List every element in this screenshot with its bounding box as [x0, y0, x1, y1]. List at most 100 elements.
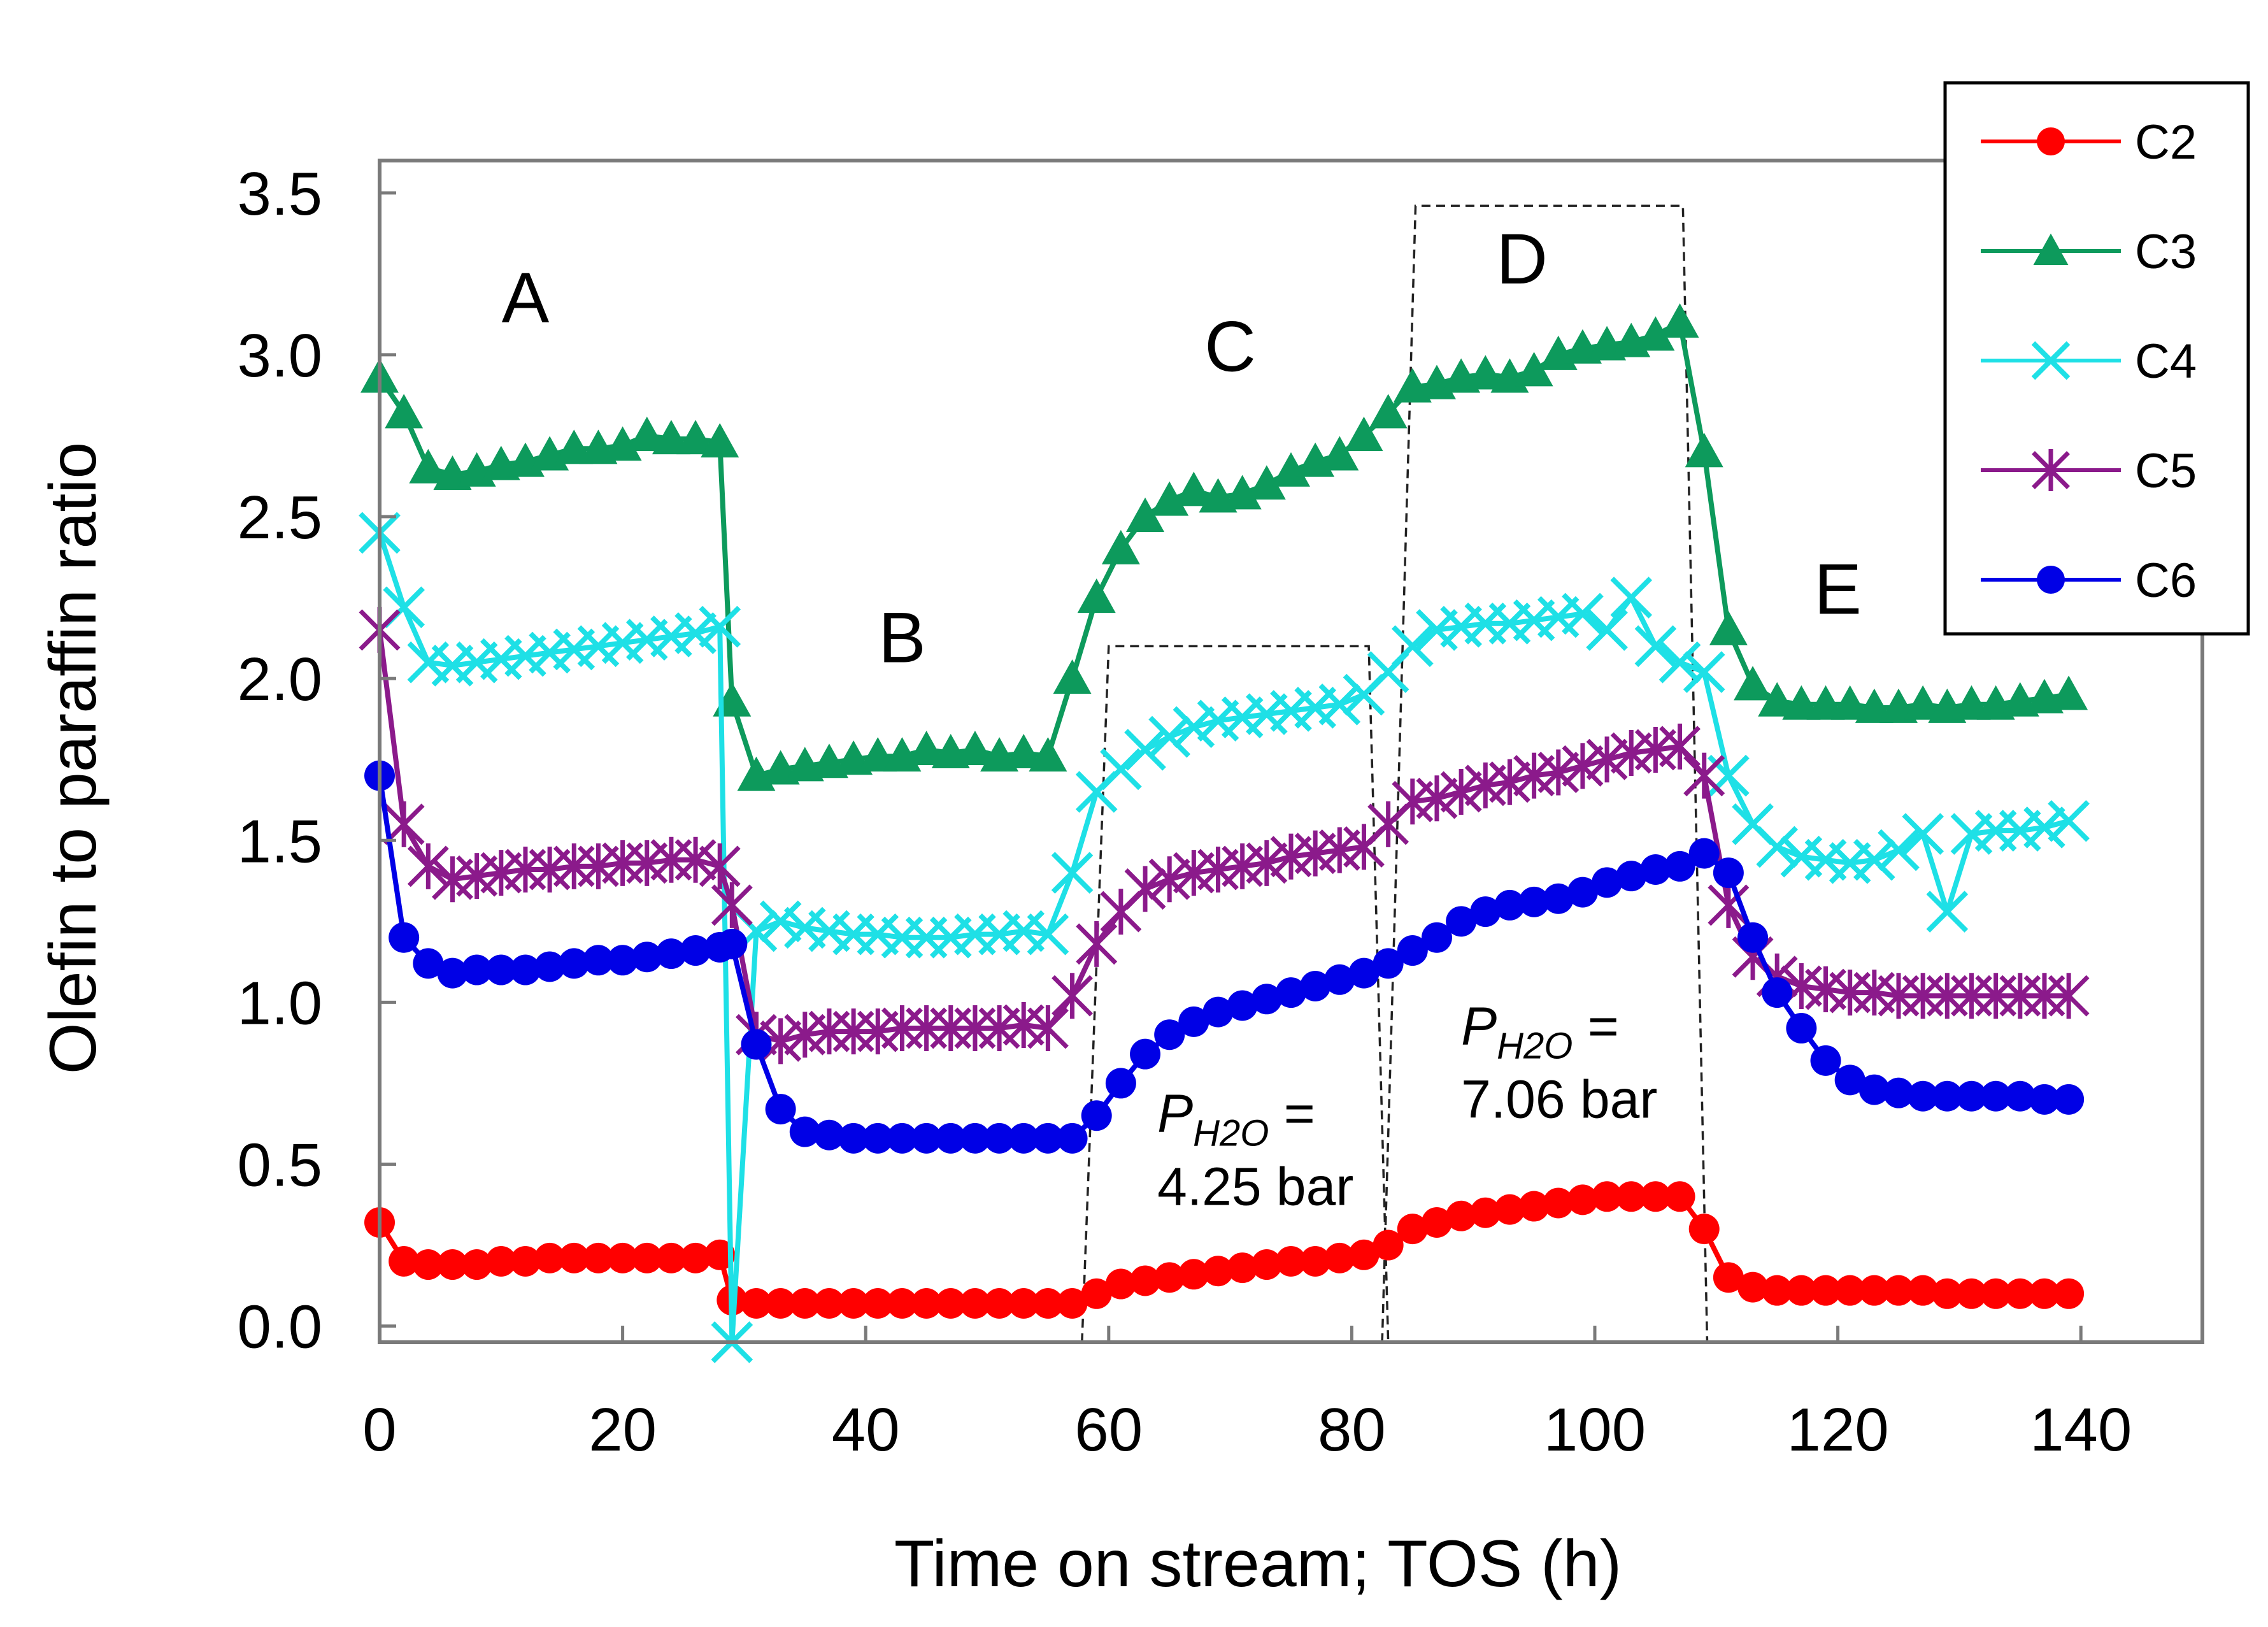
- point-c2: [1908, 1275, 1939, 1306]
- point-c3: [1004, 734, 1043, 769]
- point-c2: [935, 1288, 966, 1319]
- point-c2: [607, 1242, 638, 1273]
- point-c4: [1658, 641, 1701, 684]
- point-c3: [1320, 436, 1359, 471]
- point-c6: [1737, 922, 1769, 953]
- point-c2: [534, 1242, 566, 1273]
- point-c4: [1902, 813, 1944, 855]
- pressure-annotation-2: PH2O =: [1461, 996, 1619, 1066]
- point-c6: [911, 1122, 942, 1154]
- point-c2: [413, 1249, 444, 1280]
- point-c2: [1202, 1256, 1234, 1287]
- point-c2: [1251, 1249, 1282, 1280]
- point-c5: [1416, 775, 1458, 822]
- y-tick-label: 2.0: [238, 645, 322, 713]
- point-c4: [1027, 913, 1069, 956]
- point-c2: [1567, 1184, 1598, 1215]
- point-c2: [631, 1242, 662, 1273]
- legend-item-c2: C2: [1981, 115, 2197, 169]
- point-c5: [699, 843, 741, 889]
- point-c2: [1858, 1275, 1890, 1306]
- point-c4: [1562, 592, 1604, 635]
- point-c2: [389, 1245, 420, 1277]
- legend-label-c6: C6: [2135, 554, 2197, 608]
- series-c5: [359, 606, 2090, 1064]
- point-c3: [1782, 685, 1821, 720]
- point-c2: [1397, 1214, 1428, 1245]
- legend-marker-c2: [2037, 127, 2065, 155]
- point-c6: [1348, 957, 1380, 989]
- legend-marker-c3: [2033, 233, 2069, 265]
- point-c2: [1373, 1229, 1404, 1261]
- point-c6: [1227, 990, 1258, 1021]
- point-c4: [1853, 838, 1895, 881]
- legend-label-c5: C5: [2135, 444, 2197, 498]
- y-tick-label: 0.5: [238, 1131, 322, 1199]
- point-c6: [862, 1122, 894, 1154]
- point-c2: [959, 1288, 990, 1319]
- point-c6: [1032, 1122, 1064, 1154]
- point-c6: [1834, 1064, 1865, 1096]
- series-c3: [360, 303, 2088, 791]
- legend-marker-c4: [2031, 341, 2071, 380]
- point-c3: [555, 429, 594, 464]
- point-c6: [984, 1122, 1015, 1154]
- point-c2: [510, 1245, 541, 1277]
- pressure-annotation-1: PH2O =: [1157, 1084, 1315, 1154]
- region-label-b: B: [878, 598, 926, 678]
- point-c4: [2048, 799, 2090, 842]
- point-c2: [1688, 1214, 1720, 1245]
- point-c3: [1247, 465, 1286, 500]
- y-tick-label: 1.5: [238, 807, 322, 875]
- point-c3: [859, 737, 897, 772]
- point-c6: [1786, 1013, 1817, 1044]
- point-c6: [655, 938, 687, 970]
- point-c6: [1664, 850, 1695, 882]
- legend: C2 C3 C4 C5 C6: [1943, 81, 2250, 636]
- legend-label-c3: C3: [2135, 225, 2197, 279]
- point-c5: [1027, 1005, 1069, 1052]
- point-c4: [1878, 829, 1920, 871]
- point-c3: [2050, 675, 2088, 710]
- point-c3: [385, 394, 424, 429]
- point-c3: [627, 416, 666, 451]
- point-c6: [680, 935, 711, 966]
- y-axis: 0.0 0.5 1.0 1.5 2.0 2.5 3.0 3.5: [238, 160, 396, 1361]
- dashed-boxes: [1081, 204, 1709, 1343]
- point-c3: [1101, 529, 1140, 564]
- x-tick-label: 120: [1787, 1396, 1889, 1464]
- point-c4: [674, 612, 717, 654]
- x-tick-label: 20: [588, 1396, 657, 1464]
- point-c3: [1830, 685, 1869, 720]
- point-c2: [1810, 1275, 1841, 1306]
- point-c2: [583, 1242, 614, 1273]
- point-c6: [1932, 1080, 1963, 1112]
- point-c6: [1616, 861, 1647, 892]
- y-tick-label: 2.5: [238, 484, 322, 552]
- point-c2: [862, 1288, 894, 1319]
- point-c2: [1057, 1288, 1088, 1319]
- point-c2: [559, 1242, 590, 1273]
- point-c6: [789, 1116, 820, 1147]
- point-c6: [717, 928, 748, 959]
- point-c6: [631, 942, 662, 973]
- point-c2: [1932, 1278, 1963, 1309]
- point-c6: [1956, 1080, 1987, 1112]
- point-c6: [1567, 877, 1598, 908]
- x-tick-label: 60: [1074, 1396, 1143, 1464]
- point-c6: [1202, 996, 1234, 1028]
- point-c3: [676, 420, 715, 455]
- point-c2: [887, 1288, 918, 1319]
- point-c2: [741, 1288, 772, 1319]
- y-tick-label: 3.0: [238, 322, 322, 390]
- series-layer: [359, 303, 2090, 1363]
- point-c5: [1124, 866, 1166, 912]
- legend-label-c2: C2: [2135, 115, 2197, 169]
- point-c3: [1515, 352, 1553, 387]
- point-c6: [1057, 1122, 1088, 1154]
- legend-item-c5: C5: [1981, 444, 2197, 498]
- point-c2: [1980, 1278, 2011, 1309]
- point-c5: [1537, 749, 1580, 796]
- point-c4: [1756, 826, 1799, 868]
